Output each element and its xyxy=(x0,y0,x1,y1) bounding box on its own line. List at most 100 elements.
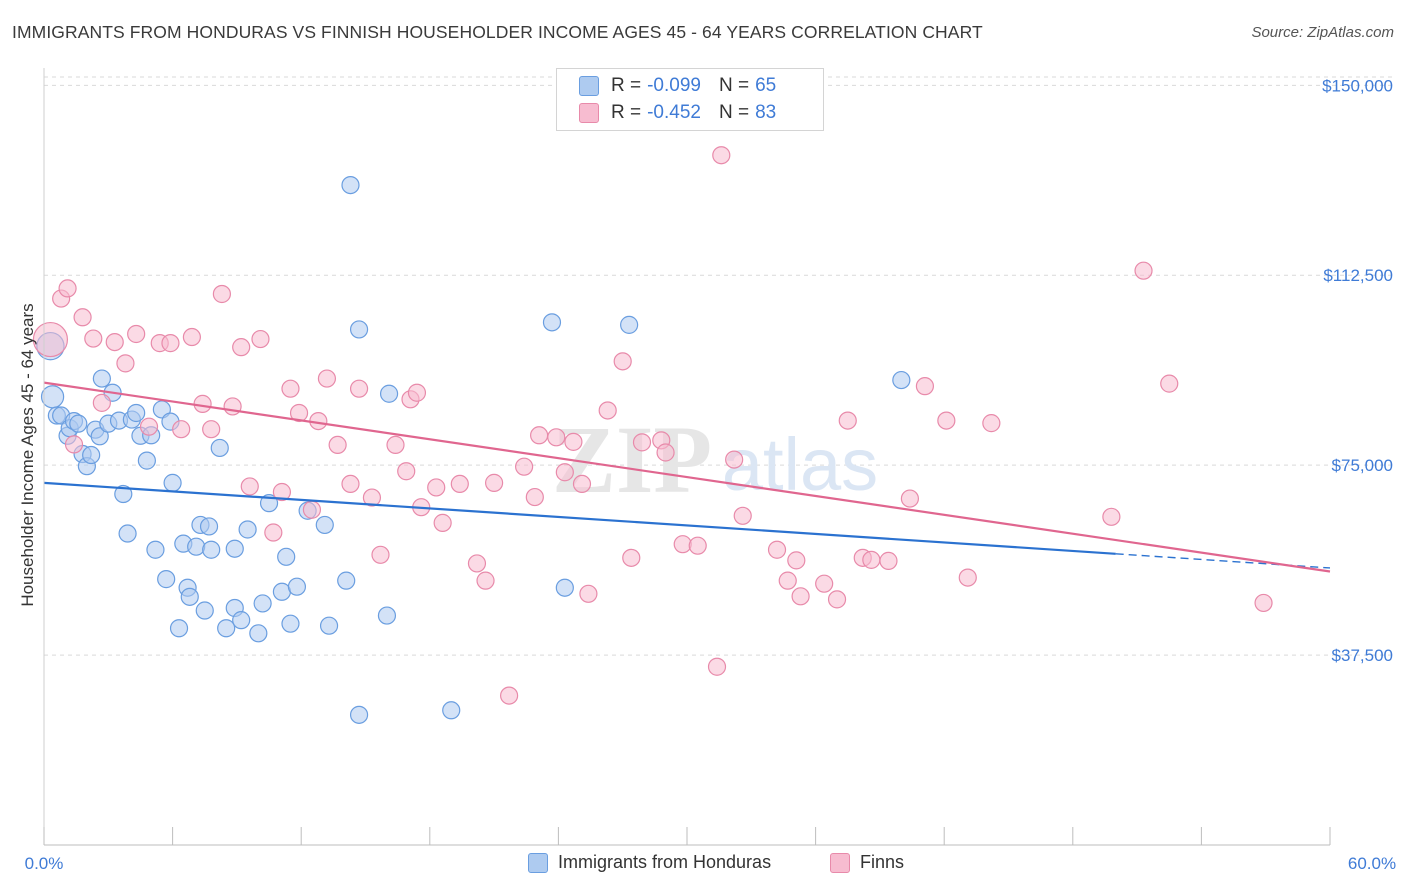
finns-point xyxy=(328,435,347,455)
honduras-point xyxy=(349,705,369,724)
honduras-point xyxy=(69,414,88,433)
honduras-point xyxy=(40,385,65,409)
finns-point xyxy=(656,443,675,462)
honduras-point xyxy=(349,320,369,339)
finns-point xyxy=(362,488,382,507)
y-tick-label: $112,500 xyxy=(1323,266,1393,285)
honduras-point xyxy=(555,578,574,597)
honduras-point xyxy=(114,484,133,504)
honduras-point xyxy=(195,601,214,620)
finns-legend-swatch xyxy=(830,852,850,873)
finns-point xyxy=(467,554,487,573)
finns-point xyxy=(84,329,103,348)
honduras-trend-line xyxy=(43,481,1116,555)
finns-point xyxy=(427,478,446,497)
finns-trend-line xyxy=(43,381,1331,573)
honduras-point xyxy=(225,539,244,558)
honduras-trend-extension xyxy=(1115,553,1331,569)
finns-point xyxy=(915,377,935,396)
finns-point xyxy=(937,411,956,430)
stats-legend-row-honduras: R = -0.099 N = 65 xyxy=(579,74,776,98)
finns-point xyxy=(139,417,159,436)
finns-point xyxy=(116,354,135,373)
finns-point xyxy=(302,500,322,519)
stats-legend-row-finns: R = -0.452 N = 83 xyxy=(579,101,776,125)
honduras-point xyxy=(892,370,911,390)
honduras-point xyxy=(118,524,137,543)
finns-swatch xyxy=(579,103,599,123)
honduras-point xyxy=(377,606,397,625)
honduras-point xyxy=(232,611,251,630)
finns-point xyxy=(182,327,201,347)
honduras-point xyxy=(90,427,109,446)
honduras-point xyxy=(92,369,111,388)
finns-point xyxy=(349,379,369,398)
finns-point xyxy=(958,568,977,587)
n-value: 83 xyxy=(755,102,777,123)
finns-point xyxy=(202,420,221,439)
honduras-point xyxy=(287,577,307,596)
honduras-point xyxy=(542,313,562,332)
honduras-point xyxy=(442,701,461,720)
finns-point xyxy=(73,308,92,327)
finns-point xyxy=(58,279,77,298)
finns-point xyxy=(371,545,390,564)
finns-point xyxy=(530,426,549,445)
finns-point xyxy=(572,474,592,493)
finns-point xyxy=(564,432,583,451)
finns-point xyxy=(791,587,810,606)
finns-point xyxy=(289,403,309,423)
finns-point xyxy=(172,420,191,439)
n-label: N = xyxy=(718,75,750,96)
honduras-point xyxy=(169,619,189,638)
honduras-point xyxy=(319,616,339,635)
finns-point xyxy=(433,513,452,532)
finns-point xyxy=(688,536,707,555)
y-axis-label: Householder Income Ages 45 - 64 years xyxy=(18,303,37,606)
finns-point xyxy=(264,523,283,542)
y-tick-label: $150,000 xyxy=(1322,76,1393,95)
r-value: -0.452 xyxy=(647,102,701,123)
honduras-point xyxy=(249,624,268,643)
honduras-point xyxy=(253,594,272,613)
honduras-point xyxy=(277,547,296,566)
watermark-atlas: atlas xyxy=(722,423,878,506)
honduras-point xyxy=(187,537,206,556)
x-tick-label-min: 0.0% xyxy=(25,854,64,873)
honduras-point xyxy=(157,570,176,589)
finns-point xyxy=(1254,593,1273,613)
honduras-point xyxy=(341,175,360,195)
r-label: R = xyxy=(611,75,642,96)
honduras-point xyxy=(620,315,639,334)
finns-point xyxy=(397,462,416,481)
honduras-swatch xyxy=(579,76,599,96)
finns-point xyxy=(193,394,212,413)
y-tick-label: $75,000 xyxy=(1332,456,1393,475)
finns-point xyxy=(251,329,270,349)
finns-point xyxy=(500,686,519,705)
honduras-point xyxy=(238,520,257,539)
finns-point xyxy=(212,284,231,304)
finns-point xyxy=(787,551,806,570)
finns-point xyxy=(272,482,292,502)
honduras-point xyxy=(137,451,156,470)
finns-point xyxy=(476,571,495,590)
legend-label-finns: Finns xyxy=(860,852,905,872)
legend-label-honduras: Immigrants from Honduras xyxy=(558,852,772,872)
legend-item-finns[interactable]: Finns xyxy=(830,852,904,873)
finns-point xyxy=(161,334,180,353)
finns-point xyxy=(555,463,574,482)
finns-point xyxy=(733,506,752,525)
finns-point xyxy=(386,435,405,455)
finns-point xyxy=(712,146,731,165)
legend-item-honduras[interactable]: Immigrants from Honduras xyxy=(528,852,771,873)
honduras-point xyxy=(180,587,199,606)
honduras-point xyxy=(82,445,101,465)
finns-point xyxy=(767,540,787,559)
finns-point xyxy=(838,411,857,430)
honduras-point xyxy=(199,517,219,536)
honduras-point xyxy=(163,473,182,492)
finns-point xyxy=(1102,507,1121,526)
finns-point xyxy=(725,450,744,469)
